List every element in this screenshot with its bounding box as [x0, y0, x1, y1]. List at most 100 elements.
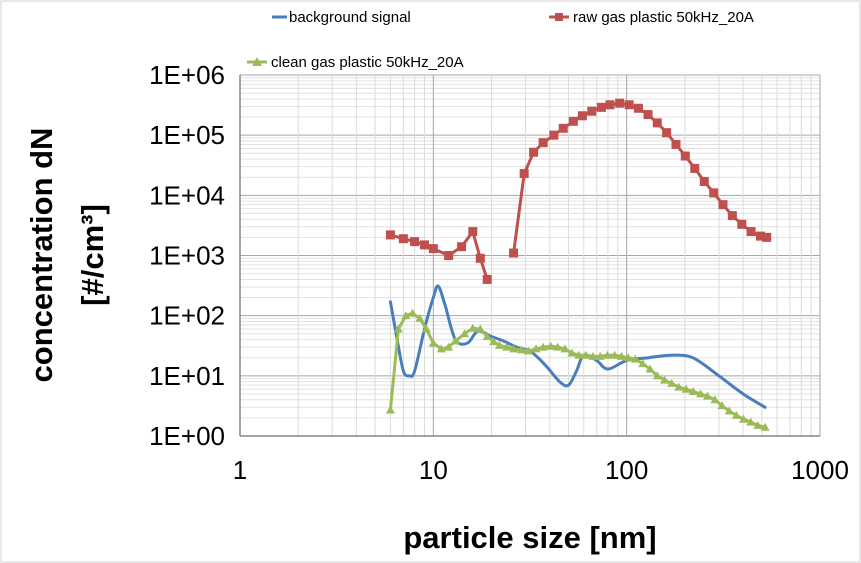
data-point [623, 353, 633, 362]
tick-labels: 1E+00 1E+01 1E+02 1E+03 1E+04 1E+05 1E+06 1 10 10… [149, 60, 849, 485]
data-point [568, 116, 578, 126]
data-point [482, 332, 492, 340]
data-point [638, 359, 648, 368]
data-point [645, 364, 655, 373]
data-point [746, 417, 756, 426]
data-point [567, 348, 577, 357]
legend-item-raw-gas: raw gas plastic 50kHz_20A [549, 9, 754, 26]
data-point [436, 344, 446, 353]
data-point [617, 351, 626, 360]
data-point [710, 395, 720, 404]
data-point [690, 163, 700, 173]
x-tick-label: 1000 [791, 455, 849, 485]
data-point [421, 324, 431, 333]
data-point [624, 100, 634, 110]
data-point [428, 338, 438, 347]
data-point [746, 227, 756, 237]
y-tick-label: 1E+01 [149, 361, 225, 391]
data-point [760, 422, 770, 431]
data-point [652, 371, 662, 380]
data-point [680, 151, 690, 161]
data-point [696, 389, 705, 398]
data-point [718, 200, 728, 210]
data-point [596, 102, 606, 112]
data-point [549, 130, 559, 140]
data-point [419, 240, 429, 250]
data-point [489, 337, 499, 346]
data-point [633, 103, 643, 113]
data-point [538, 138, 548, 148]
data-point [482, 274, 492, 284]
data-point [529, 147, 539, 157]
y-tick-label: 1E+02 [149, 301, 225, 331]
data-point [468, 227, 478, 237]
data-point [410, 237, 420, 247]
series-line [388, 230, 489, 281]
series-3 [385, 308, 770, 431]
data-point [615, 98, 625, 108]
data-point [671, 139, 681, 149]
data-point [737, 219, 747, 229]
data-point [717, 401, 727, 410]
data-point [460, 329, 469, 338]
data-point [428, 244, 438, 254]
data-point [731, 410, 741, 419]
data-point [577, 111, 587, 121]
y-tick-label: 1E+06 [149, 60, 225, 90]
data-point [450, 336, 460, 345]
data-point [468, 323, 478, 332]
legend-label-raw-gas: raw gas plastic 50kHz_20A [573, 9, 754, 26]
data-point [475, 253, 485, 263]
data-point [605, 100, 615, 110]
data-point [574, 350, 584, 359]
data-point [531, 344, 541, 353]
data-point [724, 406, 734, 415]
data-point [587, 106, 597, 116]
data-point [660, 375, 669, 384]
data-point [401, 311, 411, 320]
y-tick-label: 1E+00 [149, 421, 225, 451]
data-point [595, 351, 605, 360]
data-point [681, 384, 691, 393]
data-point [630, 354, 640, 363]
y-tick-label: 1E+05 [149, 120, 225, 150]
data-point [699, 176, 709, 186]
legend-label-clean-gas: clean gas plastic 50kHz_20A [271, 54, 464, 71]
data-point [709, 188, 719, 198]
x-axis-title: particle size [nm] [403, 520, 656, 555]
data-point [553, 342, 563, 351]
data-point [509, 248, 519, 258]
data-point [519, 169, 529, 179]
series-layer [385, 98, 772, 431]
data-point [538, 342, 548, 351]
data-point [444, 251, 454, 260]
y-tick-label: 1E+04 [149, 180, 225, 210]
data-point [610, 350, 619, 359]
data-point [560, 344, 570, 353]
data-point [516, 345, 526, 354]
legend-label-background-signal: background signal [289, 9, 411, 26]
data-point [385, 405, 395, 414]
data-point [398, 234, 408, 244]
data-point [546, 341, 556, 350]
data-point [703, 391, 712, 400]
data-point [674, 382, 684, 391]
data-point [415, 313, 425, 322]
data-point [523, 346, 533, 355]
y-axis-title-line2: [#/cm³] [75, 204, 110, 306]
data-point [393, 324, 403, 333]
legend-marker-raw-gas [555, 13, 563, 21]
x-tick-label: 10 [419, 455, 448, 485]
data-point [602, 350, 612, 359]
data-point [688, 387, 698, 395]
axes [239, 75, 820, 437]
data-point [502, 342, 512, 351]
series-line [512, 101, 769, 255]
data-point [495, 340, 504, 349]
data-point [588, 351, 598, 360]
x-tick-label: 1 [233, 455, 247, 485]
legend-marker-clean-gas [252, 57, 262, 66]
legend-item-background-signal: background signal [272, 9, 411, 26]
data-point [652, 118, 662, 128]
